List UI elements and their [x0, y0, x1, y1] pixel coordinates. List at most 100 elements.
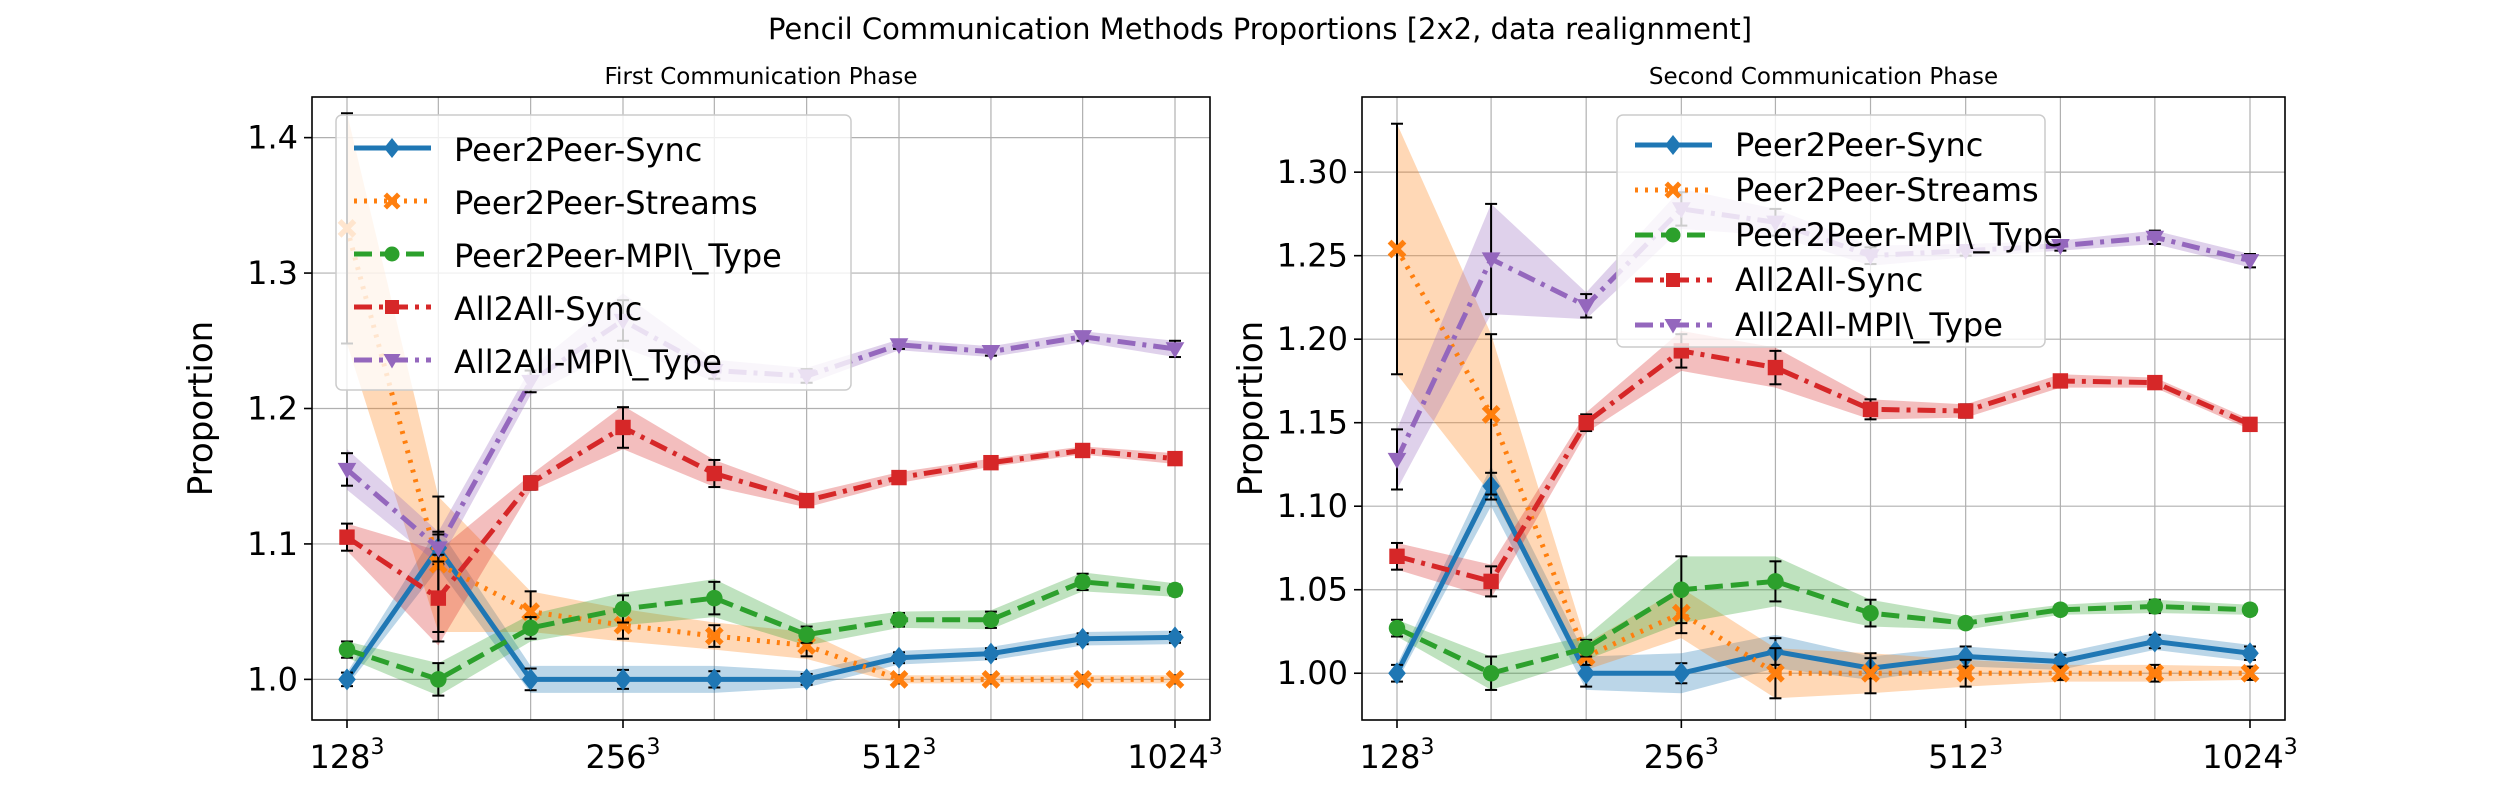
data-point: [614, 668, 632, 691]
data-point: [1862, 604, 1879, 622]
data-point: [430, 671, 447, 688]
plot-second-phase: 1.00 1.05 1.10 1.15 1.20 1.25 1.30 1283 2563 5123…: [1231, 64, 2298, 776]
legend-label: All2All-MPI\_Type: [454, 343, 722, 381]
data-point: [2051, 239, 2070, 256]
legend-label: All2All-Sync: [1735, 261, 1923, 299]
data-point: [2146, 598, 2164, 615]
legend-entry-peer2peer-mpi-type: Peer2Peer-MPI\_Type: [354, 237, 782, 275]
band-peer2peer-sync: [1397, 466, 2250, 694]
data-point: [2051, 663, 2070, 683]
data-point: [706, 589, 723, 607]
data-point: [338, 668, 356, 691]
data-point: [1577, 662, 1595, 685]
legend-label: Peer2Peer-Streams: [1735, 171, 2039, 209]
data-point: [613, 615, 633, 635]
legend-marker: [385, 300, 399, 314]
series-line-peer2peer-streams: [1394, 247, 2250, 676]
data-point: [705, 668, 724, 691]
x-tick-label: 10243: [2202, 735, 2297, 776]
series-line-peer2peer-mpi-type: [1395, 578, 2251, 676]
x-tick-label: 2563: [585, 735, 660, 776]
legend-label: All2All-Sync: [454, 290, 642, 328]
y-tick-label: 1.05: [1277, 571, 1348, 609]
series-line-all2all-sync: [345, 424, 1176, 601]
y-tick-label: 1.25: [1277, 237, 1348, 275]
data-point: [1166, 581, 1184, 599]
band-peer2peer-mpi-type: [1397, 556, 2250, 690]
series-peer2peer-sync: [338, 530, 1184, 692]
x-tick-label: 2563: [1644, 735, 1719, 776]
y-axis-label: Proportion: [181, 321, 221, 496]
data-point: [704, 626, 724, 646]
data-point: [1577, 639, 1595, 657]
data-point: [1073, 670, 1092, 689]
legend-label: Peer2Peer-Sync: [1735, 126, 1983, 164]
y-tick-label: 1.2: [247, 390, 298, 428]
data-point: [706, 465, 723, 482]
y-tick-label: 1.1: [247, 525, 298, 563]
data-point: [1388, 662, 1406, 685]
data-point: [983, 454, 999, 471]
legend-entry-peer2peer-mpi-type: Peer2Peer-MPI\_Type: [1635, 216, 2063, 254]
data-point: [982, 611, 1000, 629]
data-point: [338, 641, 356, 658]
data-point: [889, 338, 909, 355]
legend-entry-peer2peer-streams: Peer2Peer-Streams: [1635, 171, 2039, 209]
data-point: [1074, 573, 1091, 591]
data-point: [614, 600, 632, 618]
plot-title: Second Communication Phase: [1649, 64, 1998, 90]
series-line-peer2peer-sync: [344, 545, 1176, 682]
legend-marker: [384, 138, 400, 158]
data-point: [797, 668, 816, 691]
series-peer2peer-mpi-type: [1388, 555, 2259, 691]
series-line-peer2peer-sync: [1394, 483, 2251, 676]
data-point: [1956, 645, 1975, 668]
legend-marker: [1665, 227, 1681, 243]
data-point: [1482, 664, 1500, 682]
legend-entry-all2all-mpi-type: All2All-MPI\_Type: [1635, 306, 2003, 344]
data-point: [890, 646, 908, 669]
x-tick-label: 1283: [309, 735, 384, 776]
legend: Peer2Peer-Sync Peer2Peer-Streams Peer2Peer…: [335, 114, 852, 391]
legend-label: Peer2Peer-MPI\_Type: [1735, 216, 2063, 254]
data-point: [1957, 403, 1974, 419]
data-point: [1956, 663, 1976, 683]
series-all2all-sync: [339, 406, 1183, 643]
series-line-all2all-mpi-type: [345, 317, 1176, 551]
data-point: [891, 469, 907, 486]
data-point: [430, 590, 447, 606]
data-point: [1389, 548, 1405, 565]
plot-title: First Communication Phase: [605, 64, 918, 90]
data-point: [889, 670, 909, 689]
legend-entry-peer2peer-streams: Peer2Peer-Streams: [354, 184, 758, 222]
data-point: [428, 541, 448, 558]
y-tick-label: 1.4: [247, 119, 298, 157]
legend-entry-all2all-sync: All2All-Sync: [354, 290, 642, 328]
y-tick-label: 1.00: [1277, 654, 1348, 692]
y-tick-label: 1.30: [1277, 153, 1348, 191]
data-point: [1957, 614, 1974, 632]
data-point: [1166, 626, 1184, 649]
data-point: [2242, 416, 2258, 433]
data-point: [1073, 330, 1092, 347]
data-point: [1673, 581, 1690, 598]
data-point: [1165, 670, 1185, 689]
data-point: [2240, 663, 2260, 683]
series-line-all2all-sync: [1396, 348, 2252, 584]
data-point: [1672, 662, 1691, 685]
data-point: [1074, 442, 1091, 459]
legend-marker: [1665, 135, 1681, 155]
data-point: [1766, 663, 1785, 683]
data-point: [1767, 359, 1784, 376]
band-peer2peer-sync: [347, 527, 1175, 693]
data-point: [522, 475, 539, 491]
x-tick-label: 5123: [861, 735, 936, 776]
data-point: [522, 619, 539, 637]
data-point: [1861, 663, 1880, 683]
plot-first-phase: 1.0 1.1 1.2 1.3 1.4 1283 2563 5123 10243 First Co…: [181, 64, 1223, 776]
data-point: [798, 626, 815, 643]
y-tick-label: 1.0: [247, 660, 298, 698]
data-point: [1387, 452, 1407, 469]
data-point: [981, 345, 1001, 361]
legend-marker: [383, 192, 401, 210]
